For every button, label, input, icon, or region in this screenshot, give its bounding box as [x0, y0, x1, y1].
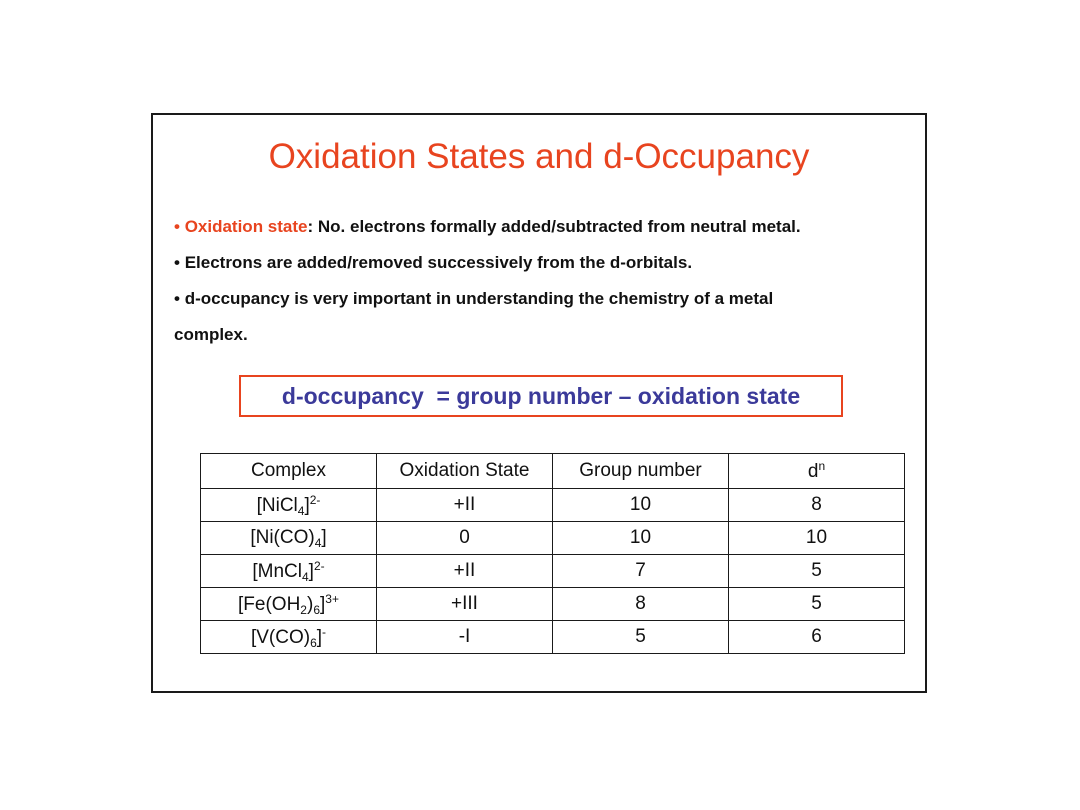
cell-group: 8 — [552, 587, 729, 621]
header-group-number: Group number — [552, 453, 729, 489]
cell-complex: [Ni(CO)4] — [200, 521, 377, 555]
cell-complex: [MnCl4]2- — [200, 554, 377, 588]
complex-sub: 4 — [314, 535, 322, 550]
dn-base: d — [807, 461, 819, 482]
cell-dn: 5 — [728, 554, 905, 588]
complex-table: Complex Oxidation State Group number dn … — [200, 453, 905, 654]
cell-dn: 5 — [728, 587, 905, 621]
table-row: [Ni(CO)4] 0 10 10 — [200, 521, 905, 555]
cell-group: 7 — [552, 554, 729, 588]
complex-base: [MnCl — [252, 560, 302, 582]
cell-complex: [Fe(OH2)6]3+ — [200, 587, 377, 621]
complex-end: ] — [304, 494, 310, 516]
bullet-text: complex. — [174, 325, 248, 344]
complex-end: ] — [308, 560, 314, 582]
complex-sub: 2 — [300, 602, 307, 617]
formula-box: d-occupancy = group number – oxidation s… — [239, 375, 843, 417]
bullet-oxidation-state: • Oxidation state: No. electrons formall… — [174, 209, 914, 245]
complex-base: [V(CO) — [250, 626, 311, 648]
cell-oxidation: +II — [376, 488, 553, 522]
table-row: [Fe(OH2)6]3+ +III 8 5 — [200, 587, 905, 621]
complex-base: [Ni(CO) — [250, 526, 315, 548]
complex-end: ] — [316, 626, 323, 648]
cell-oxidation: +II — [376, 554, 553, 588]
cell-oxidation: -I — [376, 620, 553, 654]
slide-title: Oxidation States and d-Occupancy — [268, 137, 810, 176]
cell-dn: 6 — [728, 620, 905, 654]
cell-group: 5 — [552, 620, 729, 654]
slide: Oxidation States and d-Occupancy • Oxida… — [151, 113, 927, 693]
complex-mid: ) — [306, 593, 314, 615]
bullet-highlight: Oxidation state — [184, 217, 308, 236]
bullet-continuation: complex. — [174, 317, 914, 353]
complex-sub: 4 — [297, 503, 305, 518]
dn-sup: n — [818, 459, 826, 473]
complex-end: ] — [321, 526, 327, 548]
header-dn: dn — [728, 453, 905, 489]
header-complex: Complex — [200, 453, 377, 489]
complex-sub: 6 — [313, 602, 320, 617]
table-row: [NiCl4]2- +II 10 8 — [200, 488, 905, 522]
bullet-electrons: • Electrons are added/removed successive… — [174, 245, 914, 281]
header-oxidation-state: Oxidation State — [376, 453, 553, 489]
cell-complex: [V(CO)6]- — [200, 620, 377, 654]
cell-group: 10 — [552, 521, 729, 555]
cell-dn: 10 — [728, 521, 905, 555]
complex-charge: 2- — [309, 492, 321, 507]
complex-end: ] — [320, 593, 326, 615]
complex-base: [NiCl — [256, 494, 298, 516]
complex-base: [Fe(OH — [238, 593, 301, 615]
bullet-dot: • — [174, 253, 185, 272]
bullet-text: d-occupancy is very important in underst… — [184, 289, 774, 308]
cell-group: 10 — [552, 488, 729, 522]
cell-oxidation: 0 — [376, 521, 553, 555]
complex-charge: 2- — [313, 558, 325, 573]
table-row: [V(CO)6]- -I 5 6 — [200, 620, 905, 654]
bullet-text: Electrons are added/removed successively… — [184, 253, 693, 272]
table-row: [MnCl4]2- +II 7 5 — [200, 554, 905, 588]
bullet-text: : No. electrons formally added/subtracte… — [307, 217, 801, 236]
bullet-dot: • — [174, 289, 185, 308]
cell-oxidation: +III — [376, 587, 553, 621]
bullet-d-occupancy: • d-occupancy is very important in under… — [174, 281, 914, 317]
table-header-row: Complex Oxidation State Group number dn — [200, 453, 905, 489]
bullet-list: • Oxidation state: No. electrons formall… — [174, 209, 914, 353]
complex-charge: 3+ — [325, 591, 339, 606]
complex-sub: 4 — [301, 569, 309, 584]
cell-complex: [NiCl4]2- — [200, 488, 377, 522]
complex-sub: 6 — [310, 635, 317, 650]
bullet-dot: • — [174, 217, 185, 236]
cell-dn: 8 — [728, 488, 905, 522]
complex-charge: - — [322, 624, 327, 639]
